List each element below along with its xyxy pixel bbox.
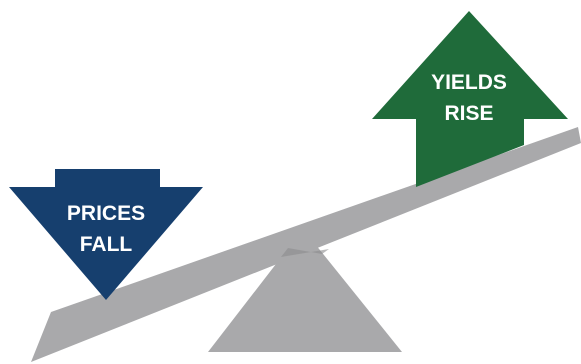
- yields-rise-arrow: YIELDS RISE: [372, 11, 568, 187]
- prices-fall-arrow: PRICES FALL: [9, 169, 203, 300]
- seesaw-plank: [31, 127, 581, 362]
- plank-fulcrum-overlap: [281, 248, 329, 257]
- down-arrow-label-line1: PRICES: [67, 202, 145, 225]
- up-arrow-label-line2: RISE: [444, 102, 493, 125]
- up-arrow-shape: [372, 11, 568, 187]
- up-arrow-label-line1: YIELDS: [431, 71, 507, 94]
- down-arrow-shape: [9, 169, 203, 300]
- down-arrow-label-line2: FALL: [80, 233, 133, 256]
- fulcrum-triangle: [208, 229, 402, 352]
